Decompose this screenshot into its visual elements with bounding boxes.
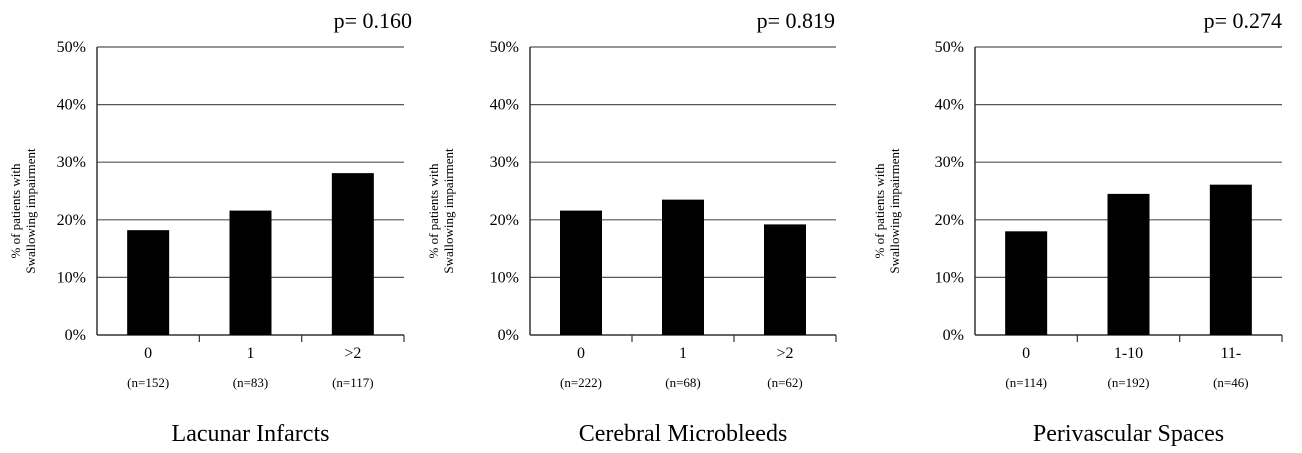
y-tick-label: 10%: [57, 269, 86, 286]
y-tick-label: 40%: [57, 97, 86, 114]
bar: [331, 173, 374, 335]
y-tick-label: 50%: [490, 39, 519, 56]
y-tick-label: 10%: [490, 269, 519, 286]
n-label: (n=83): [233, 375, 269, 390]
chart-panel: 0% 10% 20% 30% 40% 50% 0 (n=222) 1 (n=68) >2 (n=62)…: [426, 8, 837, 447]
x-category-label: 1: [247, 345, 255, 362]
y-tick-label: 10%: [935, 269, 964, 286]
n-label: (n=192): [1108, 375, 1150, 390]
x-category-label: 11-: [1220, 345, 1241, 362]
chart-title: Lacunar Infarcts: [172, 421, 330, 447]
n-label: (n=68): [665, 375, 701, 390]
x-category-label: 0: [577, 345, 585, 362]
y-axis-label: % of patients with: [426, 163, 441, 258]
y-axis-label: % of patients with: [8, 163, 23, 258]
y-tick-label: 30%: [57, 154, 86, 171]
chart-panel: 0% 10% 20% 30% 40% 50% 0 (n=152) 1 (n=83) >2 (n=117…: [8, 8, 412, 447]
bar: [764, 224, 806, 335]
p-value-label: p= 0.819: [757, 8, 835, 33]
x-category-label: >2: [776, 345, 793, 362]
y-axis-label: Swallowing impairment: [887, 148, 902, 274]
x-category-label: 1: [679, 345, 687, 362]
chart-panel: 0% 10% 20% 30% 40% 50% 0 (n=114) 1-10 (n=192) 11- (…: [872, 8, 1283, 447]
bar: [229, 210, 272, 335]
y-tick-label: 20%: [935, 212, 964, 229]
n-label: (n=62): [767, 375, 803, 390]
y-axis-label: Swallowing impairment: [441, 148, 456, 274]
p-value-label: p= 0.274: [1204, 8, 1282, 33]
y-tick-label: 20%: [490, 212, 519, 229]
n-label: (n=152): [127, 375, 169, 390]
bar: [1107, 193, 1150, 335]
y-tick-label: 30%: [490, 154, 519, 171]
n-label: (n=222): [560, 375, 602, 390]
x-category-label: 1-10: [1114, 345, 1143, 362]
x-category-label: 0: [144, 345, 152, 362]
bar: [662, 199, 704, 335]
y-tick-label: 40%: [935, 97, 964, 114]
bar: [560, 210, 602, 335]
y-tick-label: 0%: [943, 327, 964, 344]
n-label: (n=46): [1213, 375, 1249, 390]
n-label: (n=117): [332, 375, 374, 390]
y-tick-label: 30%: [935, 154, 964, 171]
bar: [1005, 231, 1048, 335]
y-tick-label: 50%: [935, 39, 964, 56]
y-tick-label: 0%: [65, 327, 86, 344]
y-axis-label: % of patients with: [872, 163, 887, 258]
y-axis-label: Swallowing impairment: [23, 148, 38, 274]
n-label: (n=114): [1005, 375, 1047, 390]
bar: [127, 230, 170, 335]
y-tick-label: 50%: [57, 39, 86, 56]
x-category-label: 0: [1022, 345, 1030, 362]
chart-title: Cerebral Microbleeds: [579, 421, 788, 447]
x-category-label: >2: [344, 345, 361, 362]
y-tick-label: 0%: [498, 327, 519, 344]
p-value-label: p= 0.160: [334, 8, 412, 33]
chart-title: Perivascular Spaces: [1033, 421, 1224, 447]
y-tick-label: 20%: [57, 212, 86, 229]
bar: [1209, 184, 1252, 335]
y-tick-label: 40%: [490, 97, 519, 114]
